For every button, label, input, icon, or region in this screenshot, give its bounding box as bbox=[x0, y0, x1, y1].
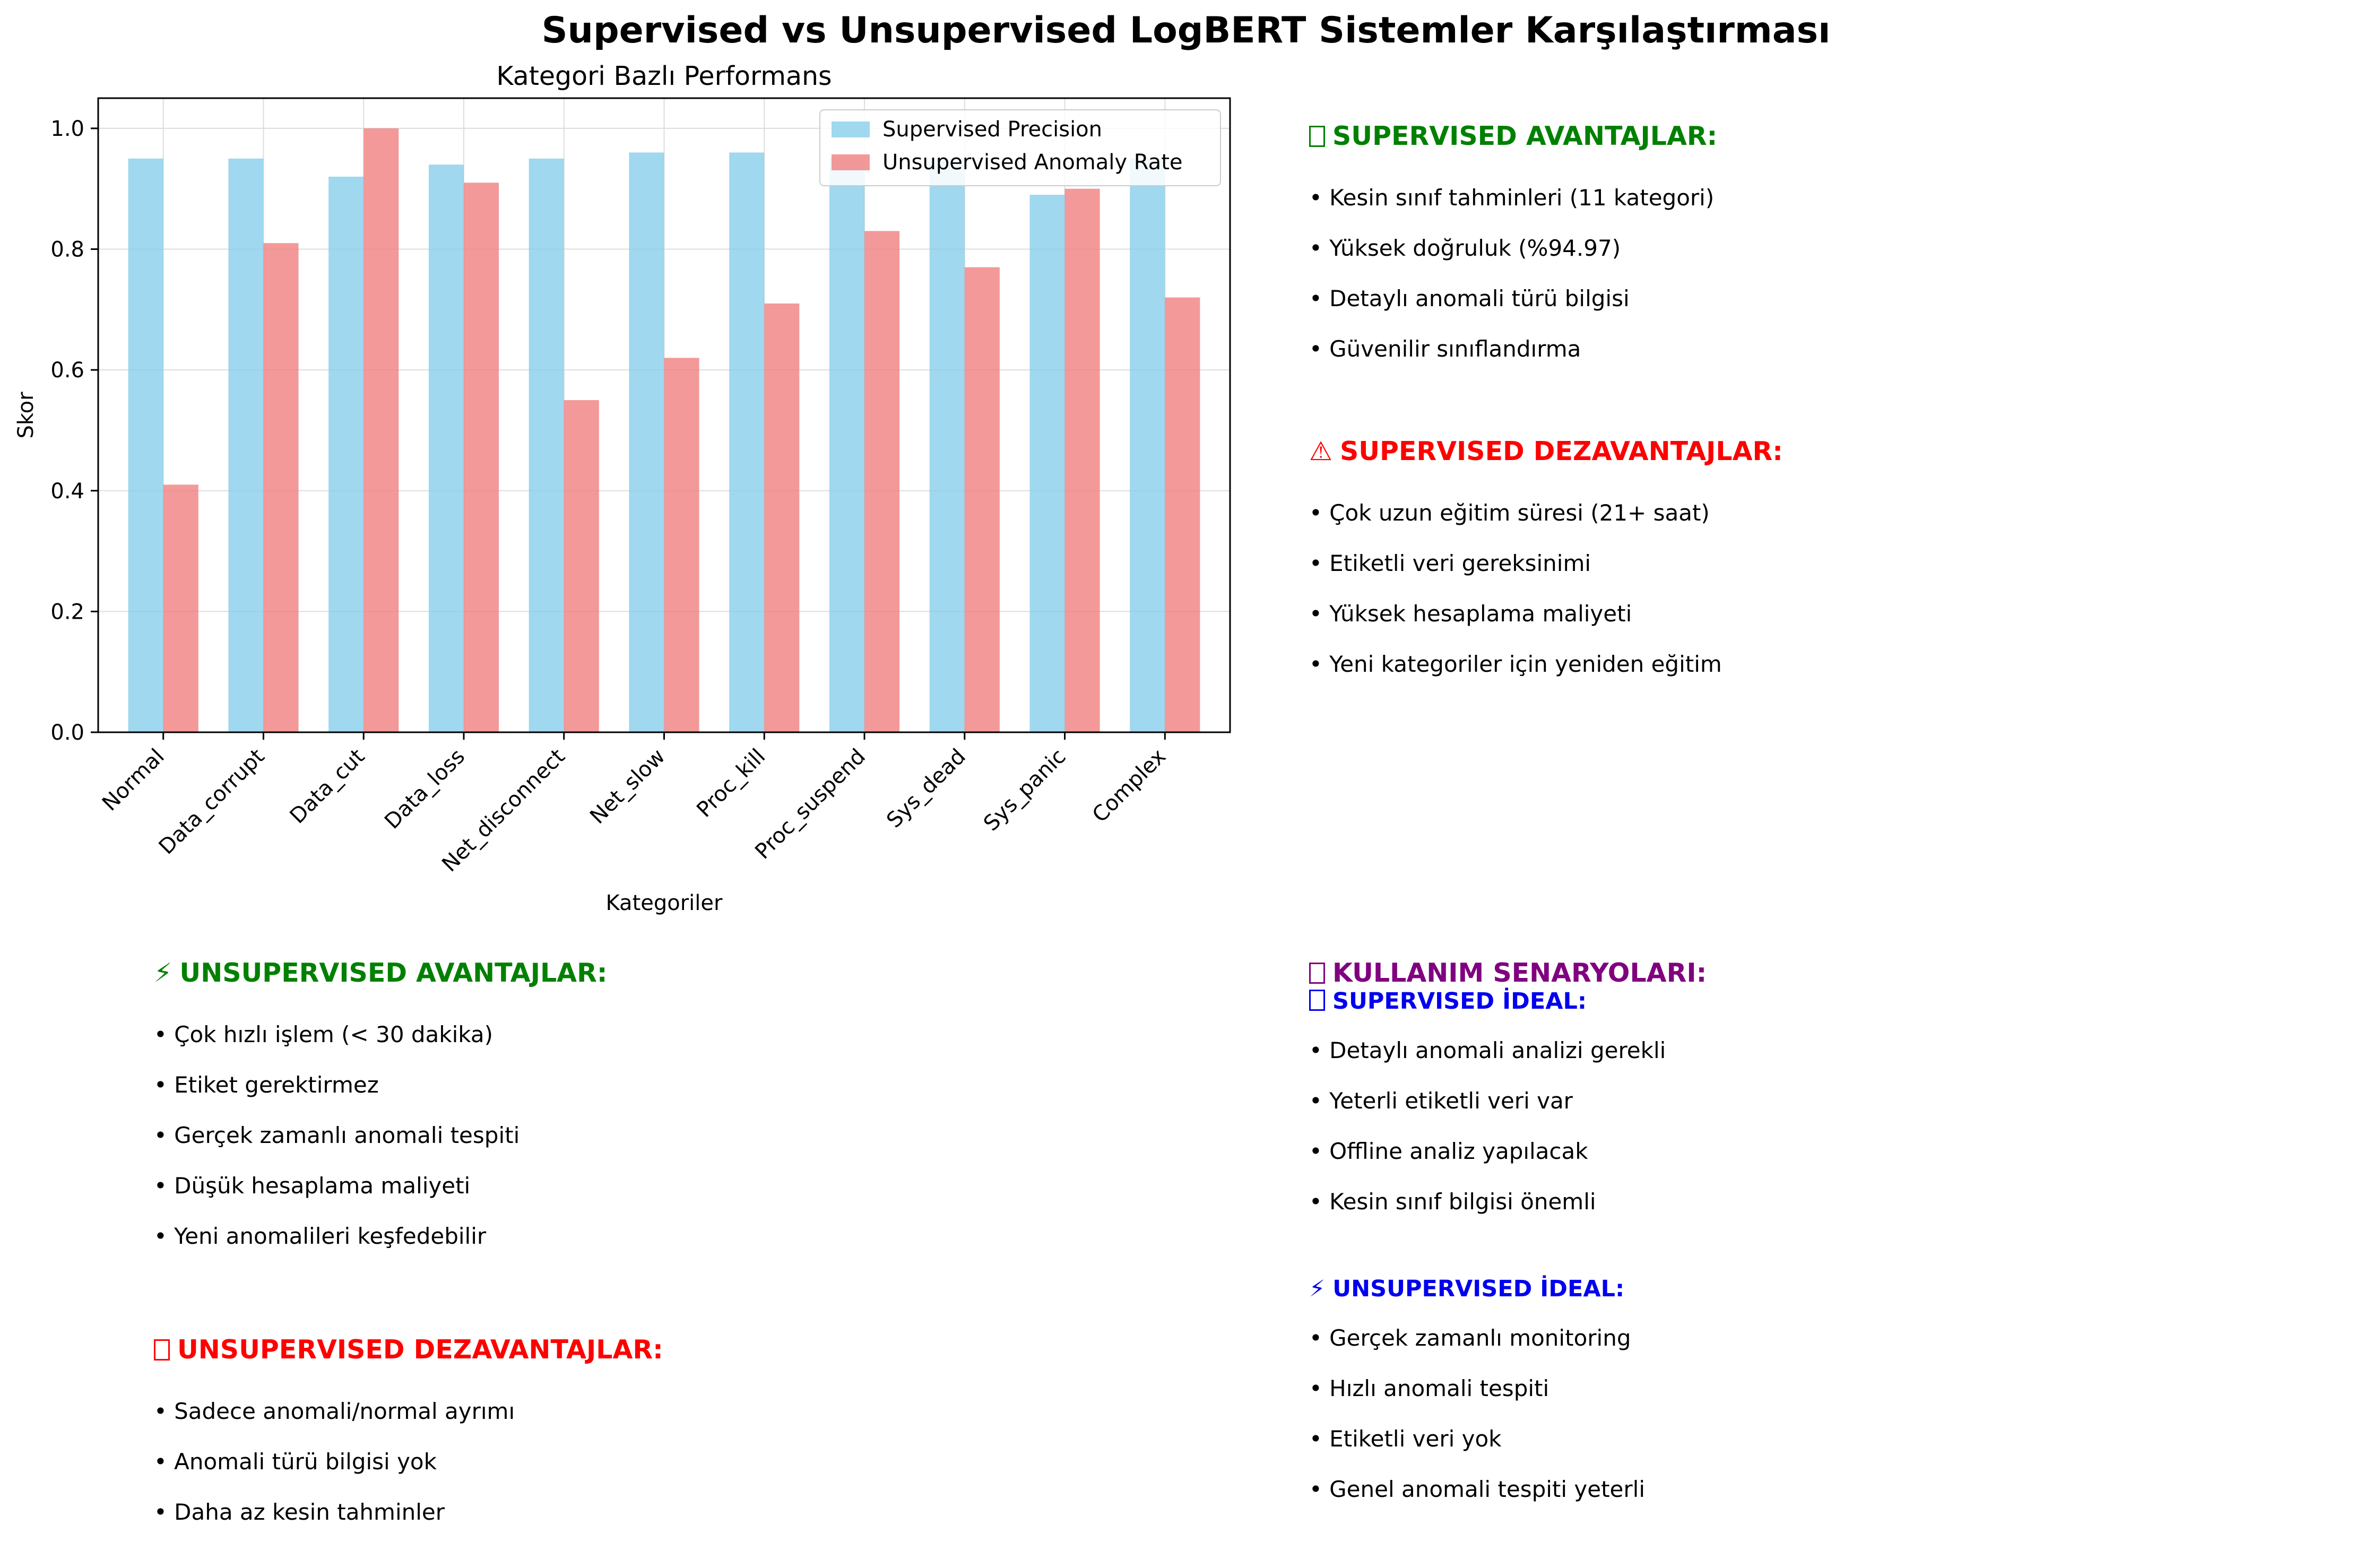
supervised-ideal-title: SUPERVISED İDEAL: bbox=[1309, 988, 1707, 1015]
unsupervised-disadvantages-title: UNSUPERVISED DEZAVANTAJLAR: bbox=[154, 1335, 663, 1365]
supervised-disadvantages-list: • Çok uzun eğitim süresi (21+ saat) • Et… bbox=[1309, 488, 1783, 689]
missing-glyph-icon bbox=[1309, 126, 1325, 147]
unsupervised-disadvantages-list: • Sadece anomali/normal ayrımı • Anomali… bbox=[154, 1386, 663, 1537]
bar bbox=[228, 158, 264, 732]
x-tick-label: Data_loss bbox=[380, 744, 470, 834]
bar bbox=[529, 158, 564, 732]
bar bbox=[729, 152, 765, 732]
list-item: • Yüksek doğruluk (%94.97) bbox=[1309, 235, 1621, 261]
list-item: • Çok hızlı işlem (< 30 dakika) bbox=[154, 1021, 493, 1047]
legend-box bbox=[819, 109, 1221, 186]
bar bbox=[629, 152, 664, 732]
bar bbox=[829, 158, 865, 732]
list-item: • Genel anomali tespiti yeterli bbox=[1309, 1476, 1645, 1502]
figure-title: Supervised vs Unsupervised LogBERT Siste… bbox=[541, 10, 1831, 51]
legend-label: Supervised Precision bbox=[882, 117, 1102, 142]
list-item: • Güvenilir sınıflandırma bbox=[1309, 336, 1581, 362]
bar bbox=[463, 183, 499, 732]
bar bbox=[128, 158, 163, 732]
list-item: • Gerçek zamanlı monitoring bbox=[1309, 1325, 1631, 1351]
missing-glyph-icon bbox=[1309, 990, 1325, 1011]
list-item: • Anomali türü bilgisi yok bbox=[154, 1449, 437, 1475]
bar bbox=[163, 484, 198, 732]
bar bbox=[929, 158, 965, 732]
x-tick-label: Proc_kill bbox=[692, 744, 770, 822]
supervised-advantages-list: • Kesin sınıf tahminleri (11 kategori) •… bbox=[1309, 172, 1717, 374]
list-item: • Çok uzun eğitim süresi (21+ saat) bbox=[1309, 500, 1710, 526]
unsupervised-advantages-panel: ⚡ UNSUPERVISED AVANTAJLAR: • Çok hızlı iş… bbox=[154, 958, 607, 1261]
list-item: • Detaylı anomali analizi gerekli bbox=[1309, 1037, 1666, 1063]
bar bbox=[1165, 297, 1200, 732]
list-item: • Yüksek hesaplama maliyeti bbox=[1309, 601, 1632, 627]
bar bbox=[1029, 195, 1065, 733]
usage-scenarios-panel: KULLANIM SENARYOLARI: SUPERVISED İDEAL: … bbox=[1309, 958, 1707, 1514]
list-item: • Sadece anomali/normal ayrımı bbox=[154, 1398, 515, 1424]
missing-glyph-icon bbox=[1309, 963, 1325, 984]
list-item: • Gerçek zamanlı anomali tespiti bbox=[154, 1122, 520, 1148]
x-tick-label: Net_slow bbox=[585, 744, 670, 829]
list-item: • Etiket gerektirmez bbox=[154, 1072, 379, 1098]
list-item: • Kesin sınıf tahminleri (11 kategori) bbox=[1309, 185, 1715, 211]
chart-title: Kategori Bazlı Performans bbox=[496, 61, 832, 91]
lightning-icon: ⚡ bbox=[1309, 1276, 1326, 1302]
unsupervised-advantages-title: ⚡ UNSUPERVISED AVANTAJLAR: bbox=[154, 958, 608, 988]
list-item: • Kesin sınıf bilgisi önemli bbox=[1309, 1189, 1596, 1215]
usage-scenarios-title: KULLANIM SENARYOLARI: bbox=[1309, 958, 1707, 988]
x-tick-label: Data_cut bbox=[285, 744, 370, 829]
list-item: • Offline analiz yapılacak bbox=[1309, 1138, 1588, 1164]
list-item: • Düşük hesaplama maliyeti bbox=[154, 1173, 471, 1199]
x-tick-label: Data_corrupt bbox=[154, 744, 270, 860]
bar bbox=[964, 267, 1000, 733]
legend-label: Unsupervised Anomaly Rate bbox=[882, 150, 1183, 175]
list-item: • Etiketli veri gereksinimi bbox=[1309, 550, 1591, 576]
y-tick-label: 1.0 bbox=[50, 117, 84, 141]
supervised-ideal-list: • Detaylı anomali analizi gerekli • Yete… bbox=[1309, 1025, 1707, 1227]
missing-glyph-icon bbox=[154, 1339, 170, 1361]
unsupervised-ideal-title: ⚡ UNSUPERVISED İDEAL: bbox=[1309, 1276, 1625, 1302]
y-axis-label: Skor bbox=[14, 392, 38, 439]
bar bbox=[1130, 158, 1165, 732]
bar bbox=[1064, 188, 1100, 732]
warning-icon: ⚠ bbox=[1309, 436, 1332, 466]
bar bbox=[428, 164, 464, 733]
unsupervised-ideal-list: • Gerçek zamanlı monitoring • Hızlı anom… bbox=[1309, 1313, 1707, 1514]
unsupervised-disadvantages-panel: UNSUPERVISED DEZAVANTAJLAR: • Sadece ano… bbox=[154, 1335, 663, 1537]
list-item: • Daha az kesin tahminler bbox=[154, 1499, 445, 1525]
x-axis-label: Kategoriler bbox=[606, 891, 723, 915]
legend-swatch bbox=[832, 154, 870, 170]
list-item: • Hızlı anomali tespiti bbox=[1309, 1375, 1549, 1401]
supervised-disadvantages-title: ⚠ SUPERVISED DEZAVANTAJLAR: bbox=[1309, 436, 1783, 466]
x-tick-label: Normal bbox=[98, 744, 169, 816]
bar bbox=[363, 128, 399, 732]
bar bbox=[864, 231, 900, 732]
list-item: • Detaylı anomali türü bilgisi bbox=[1309, 285, 1630, 311]
y-tick-label: 0.0 bbox=[50, 721, 84, 745]
list-item: • Yeni anomalileri keşfedebilir bbox=[154, 1223, 487, 1249]
supervised-advantages-title: SUPERVISED AVANTAJLAR: bbox=[1309, 121, 1717, 151]
list-item: • Etiketli veri yok bbox=[1309, 1426, 1502, 1452]
x-tick-label: Complex bbox=[1088, 744, 1171, 828]
supervised-disadvantages-panel: ⚠ SUPERVISED DEZAVANTAJLAR: • Çok uzun eğ… bbox=[1309, 436, 1783, 689]
unsupervised-advantages-list: • Çok hızlı işlem (< 30 dakika) • Etiket… bbox=[154, 1009, 607, 1261]
list-item: • Yeni kategoriler için yeniden eğitim bbox=[1309, 651, 1722, 677]
y-tick-label: 0.8 bbox=[50, 238, 84, 262]
y-tick-label: 0.6 bbox=[50, 358, 84, 383]
bar bbox=[764, 303, 800, 732]
list-item: • Yeterli etiketli veri var bbox=[1309, 1088, 1573, 1114]
bar bbox=[263, 243, 299, 733]
bar bbox=[664, 358, 699, 732]
x-tick-label: Sys_dead bbox=[882, 744, 971, 833]
y-tick-label: 0.4 bbox=[50, 479, 84, 504]
y-tick-label: 0.2 bbox=[50, 600, 84, 624]
bar bbox=[564, 400, 599, 732]
lightning-icon: ⚡ bbox=[154, 958, 172, 988]
bar bbox=[328, 176, 364, 732]
legend-swatch bbox=[832, 122, 870, 137]
supervised-advantages-panel: SUPERVISED AVANTAJLAR: • Kesin sınıf tah… bbox=[1309, 121, 1717, 374]
x-tick-label: Sys_panic bbox=[979, 744, 1071, 836]
